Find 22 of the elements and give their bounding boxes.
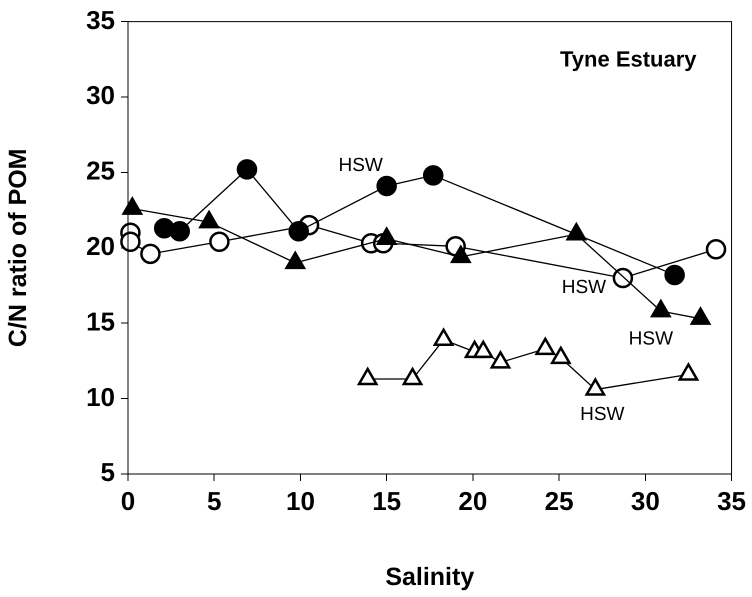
y-axis-title: C/N ratio of POM	[4, 148, 32, 348]
y-tick-label: 10	[86, 382, 115, 412]
annotation: HSW	[628, 328, 674, 350]
y-tick-label: 35	[86, 4, 115, 35]
x-tick-label: 5	[206, 486, 222, 516]
x-axis-title: Salinity	[385, 562, 474, 591]
x-tick-label: 25	[544, 486, 574, 516]
annotation: HSW	[580, 404, 625, 425]
annotation: Tyne Estuary	[560, 46, 698, 72]
annotation: HSW	[562, 277, 606, 298]
x-tick-label: 0	[120, 486, 136, 516]
x-tick-label: 20	[458, 486, 488, 516]
x-tick-label: 10	[286, 486, 315, 516]
x-tick-label: 30	[630, 486, 660, 516]
y-tick-label: 15	[86, 306, 115, 336]
y-tick-label: 25	[86, 156, 115, 186]
x-tick-label: 15	[372, 486, 402, 516]
y-tick-label: 30	[86, 80, 115, 110]
y-tick-label: 20	[86, 230, 115, 261]
y-tick-label: 5	[100, 457, 115, 488]
x-tick-label: 35	[717, 486, 746, 516]
annotation: HSW	[338, 155, 383, 176]
